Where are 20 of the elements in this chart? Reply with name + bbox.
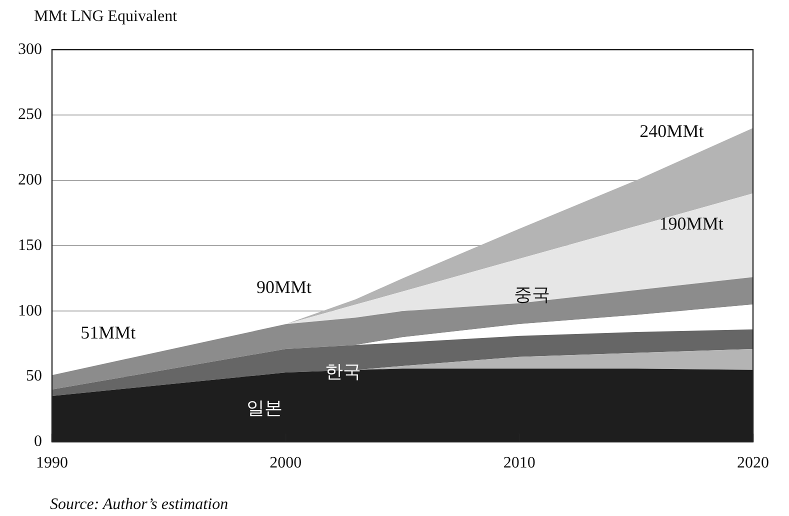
annotation: 240MMt (640, 121, 704, 142)
annotation: 한국 (324, 362, 361, 382)
y-axis-title: MMt LNG Equivalent (34, 8, 178, 26)
y-tick-label: 300 (18, 40, 42, 58)
y-tick-label: 150 (18, 236, 42, 254)
source-note: Source: Author’s estimation (50, 496, 228, 514)
x-tick-label: 2020 (737, 454, 769, 472)
y-tick-label: 100 (18, 302, 42, 320)
annotation: 일본 (246, 398, 282, 418)
y-tick-label: 250 (18, 106, 42, 124)
y-tick-label: 50 (26, 368, 42, 385)
annotation: 51MMt (80, 322, 136, 342)
y-tick-label: 0 (34, 433, 42, 450)
annotation: 중국 (514, 284, 550, 305)
x-tick-label: 1990 (36, 454, 68, 472)
x-tick-label: 2010 (503, 454, 536, 472)
annotation: 90MMt (256, 276, 312, 297)
annotation: 190MMt (659, 214, 724, 234)
y-tick-label: 200 (18, 172, 42, 189)
x-tick-label: 2000 (270, 454, 302, 472)
